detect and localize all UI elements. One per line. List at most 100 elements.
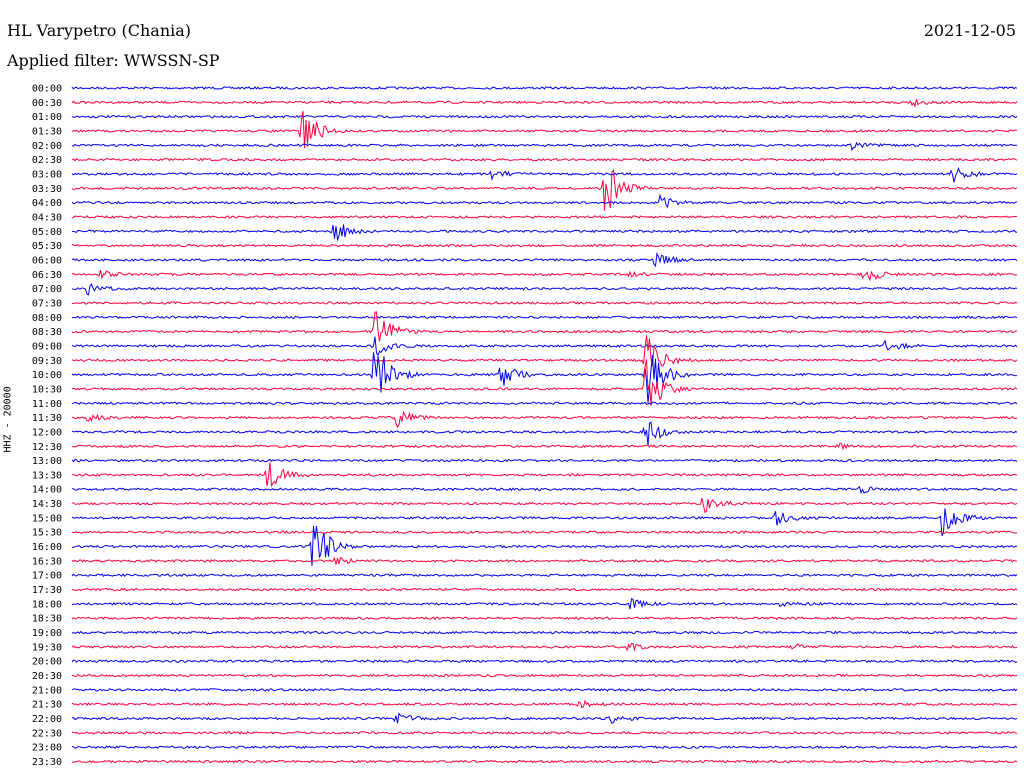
- trace-line: [71, 442, 1018, 451]
- y-tick-label: 16:30: [32, 556, 62, 567]
- trace-line: [71, 688, 1018, 692]
- y-tick-label: 00:30: [32, 98, 62, 109]
- station-title: HL Varypetro (Chania): [7, 21, 192, 40]
- y-tick-label: 04:30: [32, 212, 62, 223]
- y-tick-label: 21:30: [32, 700, 62, 711]
- trace-line: [71, 745, 1018, 750]
- trace-line: [71, 86, 1018, 90]
- y-tick-label: 10:30: [32, 384, 62, 395]
- trace-line: [71, 311, 1018, 342]
- y-tick-label: 06:00: [32, 255, 62, 266]
- filter-label: Applied filter: WWSSN-SP: [7, 51, 220, 70]
- y-tick-label: 20:30: [32, 671, 62, 682]
- trace-line: [71, 251, 1018, 268]
- trace-line: [72, 731, 1018, 735]
- trace-line: [71, 508, 1018, 536]
- y-tick-label: 09:00: [32, 341, 62, 352]
- trace-line: [71, 359, 1018, 406]
- trace-line: [71, 421, 1018, 446]
- trace-line: [71, 269, 1018, 282]
- y-tick-label: 11:00: [32, 399, 62, 410]
- trace-line: [71, 699, 1018, 709]
- y-tick-label: 22:00: [32, 714, 62, 725]
- y-tick-label: 20:00: [32, 657, 62, 668]
- y-tick-label: 16:00: [32, 542, 62, 553]
- trace-line: [71, 659, 1018, 664]
- trace-line: [71, 215, 1018, 219]
- y-tick-label: 07:00: [32, 284, 62, 295]
- trace-line: [72, 673, 1018, 678]
- y-tick-label: 19:30: [32, 642, 62, 653]
- y-tick-label: 05:30: [32, 241, 62, 252]
- trace-line: [71, 759, 1018, 764]
- trace-line: [71, 352, 1018, 404]
- trace-line: [71, 335, 1018, 367]
- y-tick-label: 18:30: [32, 614, 62, 625]
- y-tick-label: 07:30: [32, 298, 62, 309]
- trace-line: [71, 157, 1018, 162]
- trace-line: [71, 193, 1018, 209]
- y-tick-label: 23:30: [32, 757, 62, 768]
- y-tick-label: 03:30: [32, 184, 62, 195]
- trace-line: [71, 224, 1018, 242]
- trace-line: [71, 141, 1018, 152]
- y-tick-label: 17:30: [32, 585, 62, 596]
- y-tick-label: 02:30: [32, 155, 62, 166]
- y-tick-label: 09:30: [32, 356, 62, 367]
- y-tick-label: 08:00: [32, 313, 62, 324]
- y-tick-label: 15:00: [32, 513, 62, 524]
- y-tick-label: 12:30: [32, 442, 62, 453]
- trace-line: [71, 587, 1018, 592]
- y-tick-label: 01:30: [32, 126, 62, 137]
- y-tick-label: 12:00: [32, 427, 62, 438]
- y-tick-label: 17:00: [32, 571, 62, 582]
- y-tick-label: 05:00: [32, 227, 62, 238]
- trace-line: [71, 712, 1018, 724]
- y-tick-label: 14:00: [32, 485, 62, 496]
- trace-line: [71, 525, 1018, 566]
- y-tick-label: 03:00: [32, 169, 62, 180]
- trace-line: [71, 597, 1018, 610]
- trace-line: [71, 301, 1018, 305]
- y-tick-label: 14:30: [32, 499, 62, 510]
- y-tick-label: 21:00: [32, 685, 62, 696]
- trace-line: [71, 315, 1018, 320]
- trace-line: [71, 642, 1018, 652]
- date-label: 2021-12-05: [923, 21, 1016, 40]
- trace-line: [71, 530, 1018, 535]
- trace-line: [71, 573, 1018, 578]
- trace-line: [71, 485, 1018, 495]
- trace-line: [71, 114, 1018, 119]
- y-tick-label: 13:00: [32, 456, 62, 467]
- trace-line: [71, 336, 1018, 357]
- y-tick-label: 19:00: [32, 628, 62, 639]
- y-tick-label: 22:30: [32, 728, 62, 739]
- y-tick-label: 13:30: [32, 470, 62, 481]
- trace-line: [72, 410, 1018, 428]
- trace-line: [71, 616, 1018, 621]
- trace-line: [71, 99, 1018, 108]
- y-tick-label: 04:00: [32, 198, 62, 209]
- y-tick-label: 10:00: [32, 370, 62, 381]
- trace-line: [71, 243, 1018, 248]
- trace-line: [71, 556, 1018, 565]
- trace-line: [71, 462, 1018, 487]
- trace-line: [71, 166, 1018, 183]
- y-tick-label: 11:30: [32, 413, 62, 424]
- y-tick-label: 23:00: [32, 743, 62, 754]
- y-tick-label: 18:00: [32, 599, 62, 610]
- y-tick-label: 08:30: [32, 327, 62, 338]
- y-tick-label: 01:00: [32, 112, 62, 123]
- trace-line: [71, 283, 1018, 296]
- trace-line: [71, 630, 1018, 635]
- trace-line: [71, 458, 1018, 463]
- trace-line: [71, 497, 1018, 514]
- y-tick-label: 02:00: [32, 141, 62, 152]
- trace-line: [71, 111, 1018, 149]
- y-tick-label: 15:30: [32, 528, 62, 539]
- trace-line: [71, 169, 1018, 211]
- y-tick-label: 00:00: [32, 84, 62, 95]
- y-tick-label: 06:30: [32, 270, 62, 281]
- trace-line: [71, 401, 1018, 406]
